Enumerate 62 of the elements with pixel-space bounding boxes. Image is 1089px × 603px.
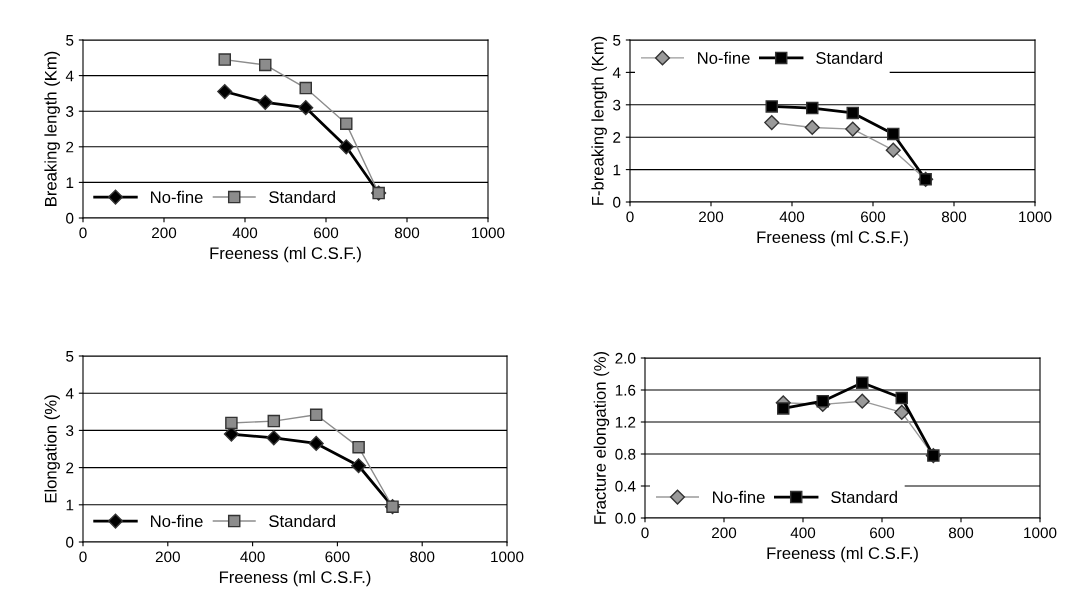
legend-label: No-fine <box>713 490 765 504</box>
y-axis-title: Elongation (%) <box>44 395 60 503</box>
legend-label: Standard <box>269 514 335 528</box>
legend-label: No-fine <box>698 51 750 64</box>
y-tick-label: 0 <box>613 196 621 208</box>
x-tick-label: 800 <box>394 227 420 239</box>
y-tick-label: 4 <box>612 67 621 78</box>
y-tick-label: 4 <box>65 388 74 399</box>
x-tick-label: 600 <box>314 227 339 239</box>
y-tick-label: 3 <box>66 106 74 117</box>
y-axis-title: Breaking length (Km) <box>44 51 60 206</box>
y-tick-label: 4 <box>65 70 74 82</box>
x-tick-label: 1000 <box>491 551 524 563</box>
x-axis-title: Freeness (ml C.S.F.) <box>767 546 918 563</box>
y-tick-label: 0.0 <box>615 512 636 524</box>
x-axis-title: Freeness (ml C.S.F.) <box>757 230 908 247</box>
x-tick-label: 200 <box>152 227 177 239</box>
x-axis-title: Freeness (ml C.S.F.) <box>210 246 361 263</box>
y-tick-label: 1 <box>613 164 621 176</box>
legend-label: No-fine <box>151 514 203 528</box>
legend-label: Standard <box>816 51 882 64</box>
x-tick-label: 800 <box>941 211 967 223</box>
x-tick-label: 0 <box>641 527 649 539</box>
y-tick-label: 2 <box>613 132 621 143</box>
x-axis-title: Freeness (ml C.S.F.) <box>219 570 371 587</box>
y-axis-title: F-breaking length (Km) <box>591 36 607 205</box>
y-tick-label: 5 <box>66 35 74 46</box>
y-tick-label: 1.6 <box>615 384 636 396</box>
x-tick-label: 0 <box>79 227 87 239</box>
x-tick-label: 400 <box>232 227 258 239</box>
legend-label: No-fine <box>151 190 203 204</box>
x-tick-label: 200 <box>699 211 724 223</box>
legend-label: Standard <box>831 490 897 504</box>
x-tick-label: 600 <box>861 211 886 223</box>
y-tick-label: 5 <box>66 351 74 362</box>
y-axis-title: Fracture elongation (%) <box>593 351 610 524</box>
x-tick-label: 600 <box>870 527 895 539</box>
x-tick-label: 1000 <box>472 227 505 239</box>
y-tick-label: 3 <box>613 99 621 111</box>
x-tick-label: 400 <box>240 551 265 563</box>
y-tick-label: 2 <box>66 462 74 474</box>
y-tick-label: 0.4 <box>615 480 636 492</box>
y-tick-label: 1 <box>66 177 74 188</box>
y-tick-label: 1 <box>66 499 74 511</box>
y-tick-label: 1.2 <box>615 416 636 428</box>
x-tick-label: 400 <box>779 211 805 223</box>
y-tick-label: 0 <box>66 536 74 548</box>
legend-label: Standard <box>269 190 335 204</box>
x-tick-label: 200 <box>155 551 180 563</box>
x-tick-label: 200 <box>712 527 737 539</box>
x-tick-label: 1000 <box>1019 211 1052 223</box>
y-tick-label: 2.0 <box>615 352 636 364</box>
x-tick-label: 400 <box>790 527 816 539</box>
y-tick-label: 3 <box>66 425 74 437</box>
x-tick-label: 0 <box>79 551 87 563</box>
x-tick-label: 800 <box>410 551 435 563</box>
y-tick-label: 0.8 <box>615 448 636 460</box>
y-tick-label: 5 <box>613 35 621 46</box>
x-tick-label: 800 <box>948 527 974 539</box>
x-tick-label: 1000 <box>1024 527 1057 539</box>
x-tick-label: 600 <box>325 551 350 563</box>
y-tick-label: 2 <box>66 141 74 153</box>
